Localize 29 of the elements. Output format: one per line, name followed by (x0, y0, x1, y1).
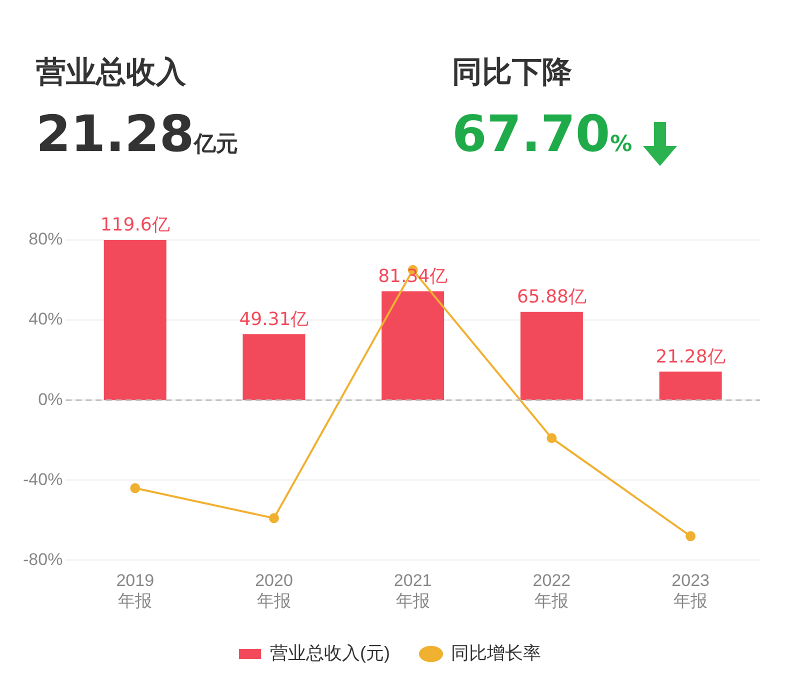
text: 67.70% (452, 105, 632, 163)
bar (659, 372, 722, 400)
y-tick-label: -80% (23, 550, 63, 569)
data-label: 49.31亿 (239, 308, 309, 330)
x-tick-label: 2021 年报 (394, 571, 432, 610)
y-tick-label: 0% (38, 390, 63, 409)
point (686, 531, 696, 542)
data-label: 65.88亿 (516, 286, 586, 308)
x-tick-label: 2020 年报 (255, 571, 293, 610)
y-tick-label: 80% (28, 230, 63, 249)
text: 同比下降 (452, 54, 572, 92)
y-tick-label: -40% (23, 470, 63, 489)
point (130, 483, 140, 494)
x-tick-label: 2023 年报 (672, 571, 710, 610)
x-tick-label: 2019 年报 (116, 571, 154, 610)
legend-label: 同比增长率 (450, 642, 541, 663)
point (268, 513, 279, 524)
bar (382, 291, 444, 400)
point (546, 433, 557, 444)
bar (104, 240, 166, 400)
y-tick-label: 40% (28, 310, 63, 329)
data-label: 21.28亿 (656, 346, 726, 368)
text: 21.28亿元 (36, 105, 238, 163)
text: 营业总收入 (36, 54, 186, 92)
x-tick-label: 2022 年报 (532, 571, 571, 610)
bar (242, 334, 306, 400)
legend-label: 营业总收入(元) (270, 642, 390, 663)
bar (520, 312, 583, 400)
data-label: 119.6亿 (100, 214, 170, 236)
